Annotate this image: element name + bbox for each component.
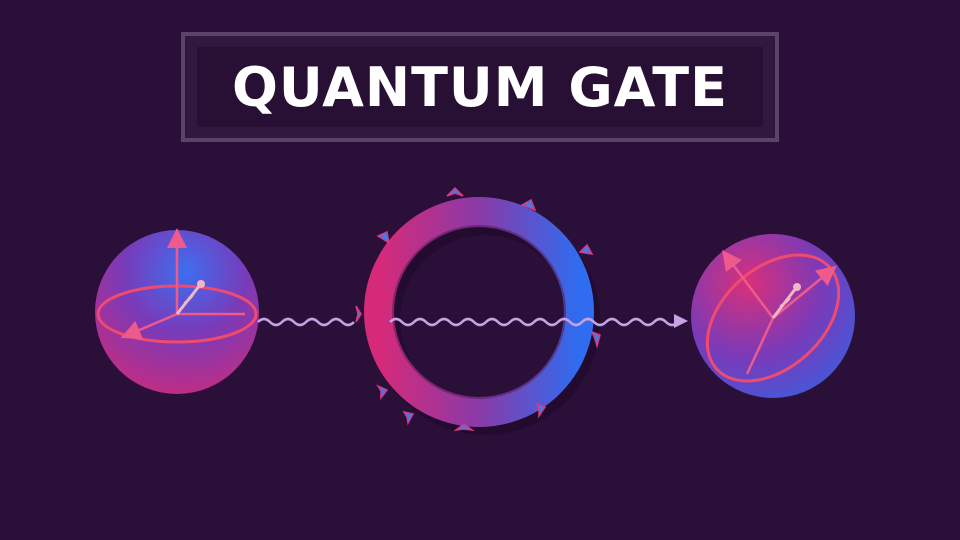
output-state-point	[793, 283, 801, 291]
ring-marker	[520, 198, 537, 212]
title-panel: QUANTUM GATE	[197, 47, 763, 127]
ring-markers	[355, 186, 601, 432]
ring-marker	[453, 423, 475, 432]
ring-marker	[578, 243, 594, 255]
wave-out	[389, 317, 679, 327]
quantum-gate-ring	[355, 186, 601, 435]
input-state-point	[197, 280, 205, 288]
output-y-axis	[745, 317, 775, 375]
page-title: QUANTUM GATE	[232, 55, 728, 119]
input-x-axis	[120, 312, 178, 340]
ring-inner-edge	[392, 225, 566, 399]
ring-marker	[402, 410, 415, 426]
output-qubit-sphere	[691, 234, 855, 398]
output-angle-arc	[779, 297, 791, 307]
ring-marker	[376, 230, 391, 245]
input-qubit-sphere	[95, 228, 259, 394]
title-frame: QUANTUM GATE	[181, 32, 779, 142]
output-z-axis	[722, 250, 774, 319]
output-x-axis	[772, 265, 837, 319]
input-angle-arc	[183, 294, 194, 304]
ring-marker	[590, 330, 601, 349]
ring-marker	[446, 186, 464, 197]
ring-body	[364, 197, 594, 427]
ring-marker	[376, 384, 389, 401]
ring-marker	[535, 402, 547, 419]
wave-in	[257, 317, 355, 327]
ring-marker	[355, 305, 362, 323]
wave-arrow-head	[674, 314, 688, 328]
